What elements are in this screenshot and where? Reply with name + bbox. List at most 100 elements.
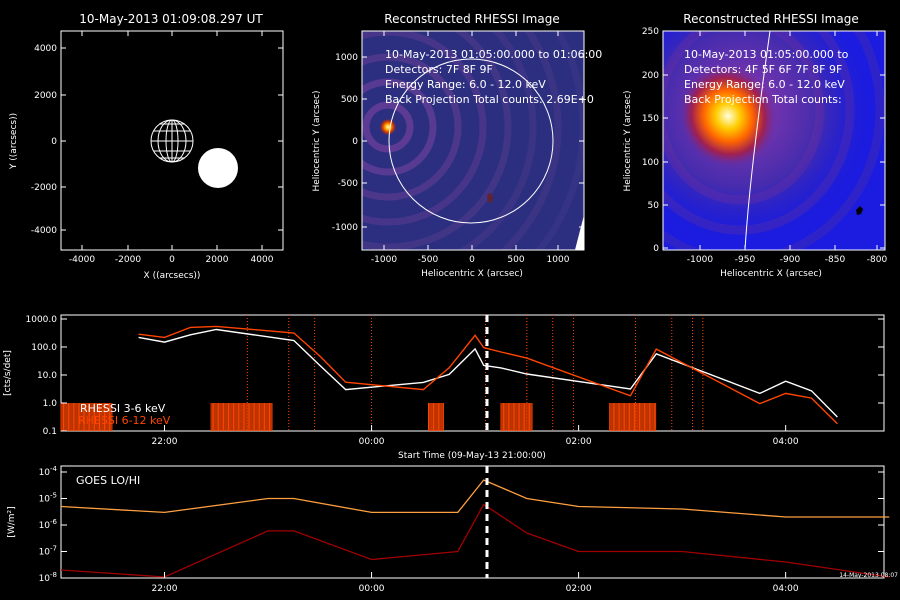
x-tick-label: 02:00 [566, 584, 592, 594]
image2-xlabel: Heliocentric X (arcsec) [720, 269, 822, 279]
x-tick-label: 02:00 [566, 437, 592, 447]
y-tick-label: -500 [338, 179, 359, 189]
image1-title: Reconstructed RHESSI Image [384, 12, 559, 26]
y-tick-label: 0.1 [43, 427, 57, 437]
x-tick-label: 0 [469, 255, 475, 265]
rhessi-legend-low: RHESSI 3-6 keV [80, 402, 166, 415]
rhessi-legend-high: RHESSI 6-12 keV [78, 414, 171, 427]
y-tick-label: 100.0 [31, 343, 57, 353]
y-tick-label: 1000 [335, 53, 358, 63]
x-tick-label: 22:00 [152, 584, 178, 594]
x-tick-label: 00:00 [359, 584, 385, 594]
image2-x-ticks: -1000 -950 -900 -850 -800 [687, 31, 888, 265]
rhessi-attenuator-bars [60, 403, 657, 431]
x-tick-label: -500 [418, 255, 439, 265]
image2-frame [662, 30, 886, 251]
x-tick-label: 04:00 [773, 437, 799, 447]
rhessi-lightcurve-panel: 1000.0 100.0 10.0 1.0 0.1 22:00 00:00 02:00 04:… [3, 314, 885, 461]
goes-timestamp: 14-May-2013 08:07 [839, 572, 898, 579]
y-tick-label: 10-4 [39, 465, 58, 478]
image1-solar-limb [388, 58, 554, 224]
y-tick-label: 10-6 [39, 518, 58, 531]
goes-ylabel: [W/m²] [7, 506, 17, 537]
goes-series [60, 479, 890, 578]
x-tick-label: 0 [169, 255, 175, 265]
rhessi-frame [60, 314, 885, 432]
locator-xlabel: X ((arcsecs)) [144, 271, 201, 281]
x-tick-label: -2000 [115, 255, 141, 265]
x-tick-label: -850 [825, 255, 846, 265]
locator-y-ticks: 4000 2000 0 -2000 -4000 [31, 44, 283, 236]
image2-dark-spot [856, 206, 863, 215]
image2-line3: Energy Range: 6.0 - 12.0 keV [684, 78, 845, 91]
image1-line3: Energy Range: 6.0 - 12.0 keV [385, 78, 546, 91]
y-tick-label: -2000 [31, 183, 57, 193]
series-line-3-6kev [138, 328, 838, 418]
x-tick-label: 500 [507, 255, 524, 265]
image2-flare-source [679, 64, 777, 168]
locator-grid-globe [150, 119, 194, 163]
sun-disk-icon [198, 148, 238, 188]
y-tick-label: 10.0 [37, 371, 57, 381]
goes-high-channel-line [60, 503, 890, 578]
image1-line2: Detectors: 7F 8F 9F [385, 63, 493, 76]
y-tick-label: 0 [352, 137, 358, 147]
image1-ylabel: Heliocentric Y (arcsec) [312, 90, 322, 191]
image1-xlabel: Heliocentric X (arcsec) [421, 269, 523, 279]
locator-panel: 10-May-2013 01:09:08.297 UT -4000 -2000 0 2… [9, 12, 284, 281]
y-tick-label: 10-8 [39, 571, 57, 584]
image2-map [663, 31, 885, 250]
y-tick-label: 200 [642, 71, 659, 81]
x-tick-label: -1000 [687, 255, 713, 265]
y-tick-label: 0 [653, 244, 659, 254]
rhessi-x-ticks: 22:00 00:00 02:00 04:00 [152, 425, 799, 447]
image2-ylabel: Heliocentric Y (arcsec) [623, 90, 633, 191]
y-tick-label: 10-5 [39, 492, 57, 505]
image2-title: Reconstructed RHESSI Image [683, 12, 858, 26]
goes-x-ticks: 22:00 00:00 02:00 04:00 [152, 572, 799, 594]
rhessi-series [138, 325, 838, 425]
image2-y-ticks: 250 200 150 100 50 0 [642, 27, 885, 254]
image1-x-ticks: -1000 -500 0 500 1000 [371, 31, 570, 265]
y-tick-label: 2000 [34, 91, 57, 101]
series-line-6-12kev [138, 325, 838, 425]
x-tick-label: -4000 [69, 255, 95, 265]
image1-corner-artifact [575, 215, 584, 250]
locator-x-ticks: -4000 -2000 0 2000 4000 [69, 31, 274, 265]
rhessi-image-1-panel: Reconstructed RHESSI Image 10-May-2013 0… [312, 12, 602, 279]
goes-panel: 10-4 10-5 10-6 10-7 10-8 22:00 00:00 02:00 04:0… [7, 465, 898, 594]
goes-frame [60, 465, 885, 579]
image1-line4: Back Projection Total counts: 2.69E+0 [385, 93, 594, 106]
x-tick-label: 2000 [206, 255, 229, 265]
rhessi-image-2-panel: Reconstructed RHESSI Image 10-May-2013 0… [623, 12, 888, 279]
x-tick-label: -900 [780, 255, 801, 265]
x-tick-label: -1000 [371, 255, 397, 265]
y-tick-label: 4000 [34, 44, 57, 54]
x-tick-label: -800 [867, 255, 888, 265]
rhessi-xlabel: Start Time (09-May-13 21:00:00) [398, 451, 546, 461]
image2-line1: 10-May-2013 01:05:00.000 to [684, 48, 849, 61]
rhessi-y-ticks: 1000.0 100.0 10.0 1.0 0.1 [26, 315, 884, 437]
image1-map [362, 31, 584, 250]
image2-solar-limb [744, 31, 771, 250]
y-tick-label: 500 [341, 95, 358, 105]
y-tick-label: 150 [642, 114, 659, 124]
y-tick-label: -4000 [31, 226, 57, 236]
x-tick-label: 00:00 [359, 437, 385, 447]
y-tick-label: 1000.0 [26, 315, 58, 325]
y-tick-label: 250 [642, 27, 659, 37]
image1-flare-source [380, 119, 396, 135]
x-tick-label: -950 [735, 255, 756, 265]
x-tick-label: 22:00 [152, 437, 178, 447]
image1-y-ticks: 1000 500 0 -500 -1000 [332, 53, 584, 233]
y-tick-label: 50 [648, 201, 660, 211]
image2-line4: Back Projection Total counts: [684, 93, 842, 106]
x-tick-label: 1000 [547, 255, 570, 265]
image1-line1: 10-May-2013 01:05:00.000 to 01:06:00 [385, 48, 602, 61]
locator-title: 10-May-2013 01:09:08.297 UT [79, 12, 263, 26]
x-tick-label: 4000 [251, 255, 274, 265]
y-tick-label: 10-7 [39, 545, 57, 558]
y-tick-label: 1.0 [43, 399, 58, 409]
x-tick-label: 04:00 [773, 584, 799, 594]
